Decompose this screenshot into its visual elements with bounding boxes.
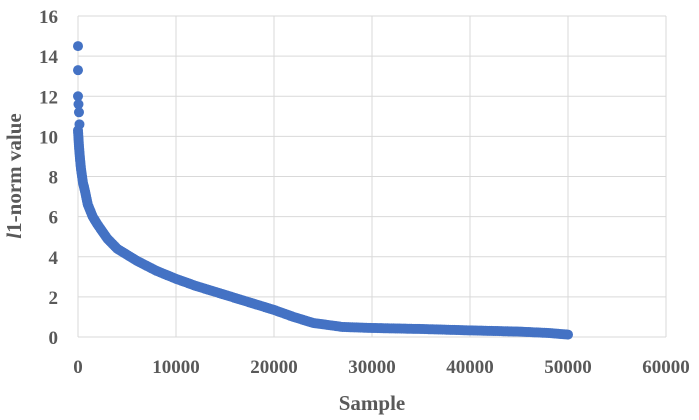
x-tick-label: 20000 — [250, 357, 298, 378]
y-tick-label: 0 — [49, 328, 59, 349]
y-axis-label-italic: l — [2, 233, 26, 239]
data-point — [73, 99, 84, 110]
x-tick-label: 0 — [73, 357, 83, 378]
y-tick-label: 10 — [39, 127, 58, 148]
tick-labels: 0 2 4 6 8 10 12 14 16 0 10000 20000 30000 40000 50000 6… — [39, 7, 690, 378]
y-axis-label: l1-norm value — [2, 113, 26, 238]
data-point — [73, 91, 83, 102]
data-point — [73, 65, 83, 76]
y-tick-label: 12 — [39, 87, 58, 108]
x-tick-label: 60000 — [642, 357, 690, 378]
x-axis-label: Sample — [339, 391, 406, 415]
data-point — [73, 41, 83, 52]
y-tick-label: 6 — [49, 208, 59, 229]
data-point — [73, 107, 84, 118]
data-points — [73, 41, 573, 340]
y-tick-label: 16 — [39, 7, 58, 28]
y-tick-label: 14 — [39, 47, 59, 68]
data-point — [74, 119, 85, 130]
y-tick-label: 4 — [49, 248, 59, 269]
y-axis-label-rest: 1-norm value — [2, 113, 26, 233]
x-tick-label: 50000 — [544, 357, 592, 378]
data-point — [563, 329, 573, 340]
y-tick-label: 8 — [49, 168, 59, 189]
y-tick-label: 2 — [49, 288, 59, 309]
x-tick-label: 10000 — [152, 357, 200, 378]
grid — [77, 15, 667, 338]
x-tick-label: 30000 — [348, 357, 396, 378]
x-tick-label: 40000 — [446, 357, 494, 378]
